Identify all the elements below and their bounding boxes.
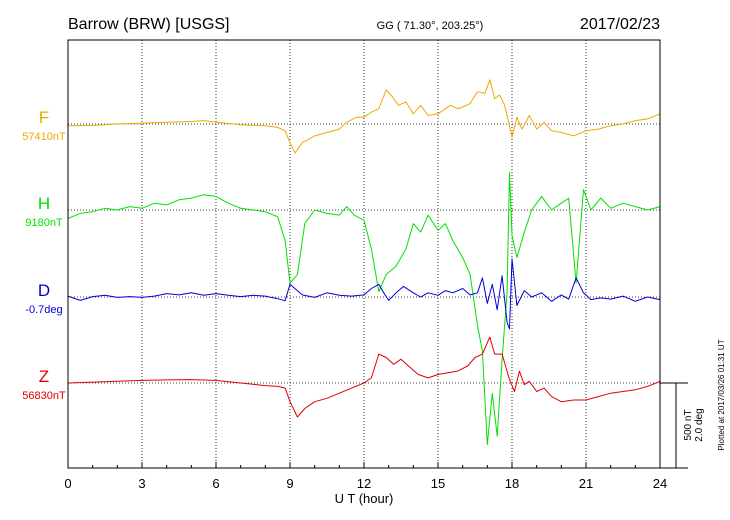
station-title: Barrow (BRW) [USGS] xyxy=(68,16,230,33)
series-line-f xyxy=(67,79,661,154)
x-axis: 0 3 6 9 12 15 18 21 24 xyxy=(64,462,667,491)
x-axis-label: U T (hour) xyxy=(335,491,394,506)
plot-grid xyxy=(68,40,660,468)
chart-date: 2017/02/23 xyxy=(580,16,660,33)
series-labels: F 57410nT H 9180nT D -0.7deg Z 56830nT xyxy=(22,108,66,402)
series-name-d: D xyxy=(38,281,50,300)
x-tick-label: 15 xyxy=(431,476,445,491)
x-tick-label: 9 xyxy=(286,476,293,491)
series-line-h xyxy=(67,172,661,446)
series-name-h: H xyxy=(38,194,50,213)
x-tick-label: 18 xyxy=(505,476,519,491)
series-baseline-f: 57410nT xyxy=(22,131,66,143)
x-tick-label: 3 xyxy=(138,476,145,491)
series-name-z: Z xyxy=(39,367,49,386)
series-line-z xyxy=(67,336,661,418)
series-baseline-h: 9180nT xyxy=(25,217,63,229)
plotted-timestamp: Plotted at 2017/03/26 01:31 UT xyxy=(717,339,726,450)
series-baseline-z: 56830nT xyxy=(22,390,66,402)
scale-bar: 500 nT 2.0 deg xyxy=(660,382,705,469)
x-tick-label: 21 xyxy=(579,476,593,491)
series-baseline-d: -0.7deg xyxy=(25,304,62,316)
x-tick-label: 12 xyxy=(357,476,371,491)
series-lines xyxy=(67,79,661,446)
x-tick-label: 6 xyxy=(212,476,219,491)
series-name-f: F xyxy=(39,108,49,127)
scale-bar-nt-label: 500 nT xyxy=(683,409,694,440)
station-coordinates: GG ( 71.30°, 203.25°) xyxy=(377,20,484,32)
x-tick-label: 0 xyxy=(64,476,71,491)
series-line-d xyxy=(67,258,661,330)
x-tick-label: 24 xyxy=(653,476,667,491)
scale-bar-deg-label: 2.0 deg xyxy=(694,408,705,441)
